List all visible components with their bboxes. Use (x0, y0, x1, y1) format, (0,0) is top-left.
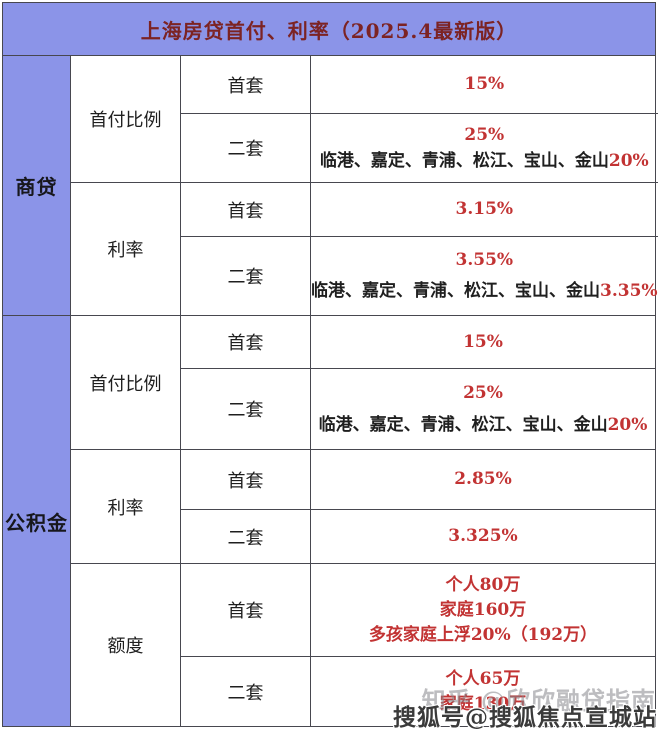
value-text: 2.85% (454, 469, 512, 489)
section-provident-fund: 公积金 首付比例 首套 15% 二套 (3, 315, 655, 726)
value-text: 25% (464, 124, 505, 145)
value-cell: 25% 临港、嘉定、青浦、松江、宝山、金山20% (311, 114, 658, 182)
table-row: 首套 15% (181, 316, 655, 368)
type-cell-second-home: 二套 (181, 237, 311, 315)
value-cell: 3.325% (311, 510, 655, 563)
quota-rows: 首套 个人80万 家庭160万 多孩家庭上浮20%（192万） 二套 个人65万 (181, 564, 655, 726)
section-commercial-loan: 商贷 首付比例 首套 15% 二套 (3, 56, 658, 315)
value-text: 3.15% (455, 199, 514, 219)
type-cell-first-home: 首套 (181, 316, 311, 368)
value-text: 15% (464, 74, 505, 94)
type-cell-first-home: 首套 (181, 56, 311, 113)
region-note-black: 临港、嘉定、青浦、松江、宝山、金山 (318, 414, 608, 435)
commercial-groups: 首付比例 首套 15% 二套 25% 临港、嘉定、青浦、松 (71, 56, 658, 315)
value-cell: 个人80万 家庭160万 多孩家庭上浮20%（192万） (311, 564, 655, 656)
type-cell-second-home: 二套 (181, 657, 311, 726)
type-cell-second-home: 二套 (181, 369, 311, 449)
group-downpayment: 首付比例 首套 15% 二套 25% 临港、嘉定、青浦、松 (71, 56, 658, 182)
table-row: 二套 25% 临港、嘉定、青浦、松江、宝山、金山20% (181, 368, 655, 449)
section-label-provident-fund: 公积金 (3, 316, 71, 726)
quota-line: 个人80万 (445, 574, 521, 595)
group-quota: 额度 首套 个人80万 家庭160万 多孩家庭上浮20%（192万） 二套 (71, 563, 655, 726)
table-row: 二套 个人65万 家庭130万 (181, 656, 655, 726)
table-row: 二套 3.325% (181, 509, 655, 563)
value-cell: 个人65万 家庭130万 (311, 657, 655, 726)
group-label-quota: 额度 (71, 564, 181, 726)
region-note-black: 临港、嘉定、青浦、松江、宝山、金山 (319, 150, 609, 171)
quota-line: 多孩家庭上浮20%（192万） (368, 624, 598, 645)
type-cell-second-home: 二套 (181, 510, 311, 563)
value-text: 3.55% (455, 250, 514, 270)
type-cell-first-home: 首套 (181, 564, 311, 656)
table-row: 首套 2.85% (181, 450, 655, 509)
page-title: 上海房贷首付、利率（2025.4最新版） (140, 18, 518, 43)
region-note-black: 临港、嘉定、青浦、松江、宝山、金山 (311, 281, 600, 301)
region-note-red: 3.35% (600, 281, 658, 301)
downpayment-rows: 首套 15% 二套 25% 临港、嘉定、青浦、松江、宝山、金山20% (181, 316, 655, 449)
table-row: 首套 15% (181, 56, 658, 113)
table-row: 二套 3.55% 临港、嘉定、青浦、松江、宝山、金山3.35% (181, 236, 658, 315)
group-label-interest-rate: 利率 (71, 450, 181, 563)
table-row: 二套 25% 临港、嘉定、青浦、松江、宝山、金山20% (181, 113, 658, 182)
group-interest-rate: 利率 首套 2.85% 二套 3.325% (71, 449, 655, 563)
table-row: 首套 个人80万 家庭160万 多孩家庭上浮20%（192万） (181, 564, 655, 656)
provident-groups: 首付比例 首套 15% 二套 25% 临港、嘉定、青浦、松 (71, 316, 655, 726)
type-cell-first-home: 首套 (181, 183, 311, 236)
region-note: 临港、嘉定、青浦、松江、宝山、金山20% (320, 149, 649, 174)
value-cell: 2.85% (311, 450, 655, 509)
quota-line: 个人65万 (445, 668, 521, 689)
value-text: 15% (463, 331, 503, 352)
value-cell: 15% (311, 56, 658, 113)
downpayment-rows: 首套 15% 二套 25% 临港、嘉定、青浦、松江、宝山、金山20% (181, 56, 658, 182)
region-note: 临港、嘉定、青浦、松江、宝山、金山20% (319, 413, 648, 438)
interest-rows: 首套 2.85% 二套 3.325% (181, 450, 655, 563)
value-cell: 3.15% (311, 183, 658, 236)
group-label-interest-rate: 利率 (71, 183, 181, 315)
value-cell: 15% (311, 316, 655, 368)
table-row: 首套 3.15% (181, 183, 658, 236)
section-label-commercial: 商贷 (3, 56, 71, 315)
group-label-downpayment: 首付比例 (71, 56, 181, 182)
value-cell: 3.55% 临港、嘉定、青浦、松江、宝山、金山3.35% (311, 237, 658, 315)
group-label-downpayment: 首付比例 (71, 316, 181, 449)
quota-line: 家庭160万 (439, 599, 527, 620)
region-note-red: 20% (608, 150, 649, 171)
quota-line: 家庭130万 (439, 693, 527, 714)
type-cell-second-home: 二套 (181, 114, 311, 182)
sohu-watermark: 搜狐号@搜狐焦点宣城站 (393, 704, 657, 731)
type-cell-first-home: 首套 (181, 450, 311, 509)
group-interest-rate: 利率 首套 3.15% 二套 3.55% 临港、嘉定、青浦 (71, 182, 658, 315)
value-text: 3.325% (448, 526, 518, 546)
region-note: 临港、嘉定、青浦、松江、宝山、金山3.35% (311, 279, 658, 304)
table-body: 商贷 首付比例 首套 15% 二套 (3, 56, 658, 726)
value-text: 25% (463, 382, 503, 403)
region-note-red: 20% (607, 414, 648, 435)
interest-rows: 首套 3.15% 二套 3.55% 临港、嘉定、青浦、松江、宝山、金山3.35% (181, 183, 658, 315)
zhihu-watermark: 知乎 @欣欣融贷指南 (421, 686, 656, 715)
group-downpayment: 首付比例 首套 15% 二套 25% 临港、嘉定、青浦、松 (71, 316, 655, 449)
value-cell: 25% 临港、嘉定、青浦、松江、宝山、金山20% (311, 369, 655, 449)
table-title-bar: 上海房贷首付、利率（2025.4最新版） (3, 3, 655, 56)
